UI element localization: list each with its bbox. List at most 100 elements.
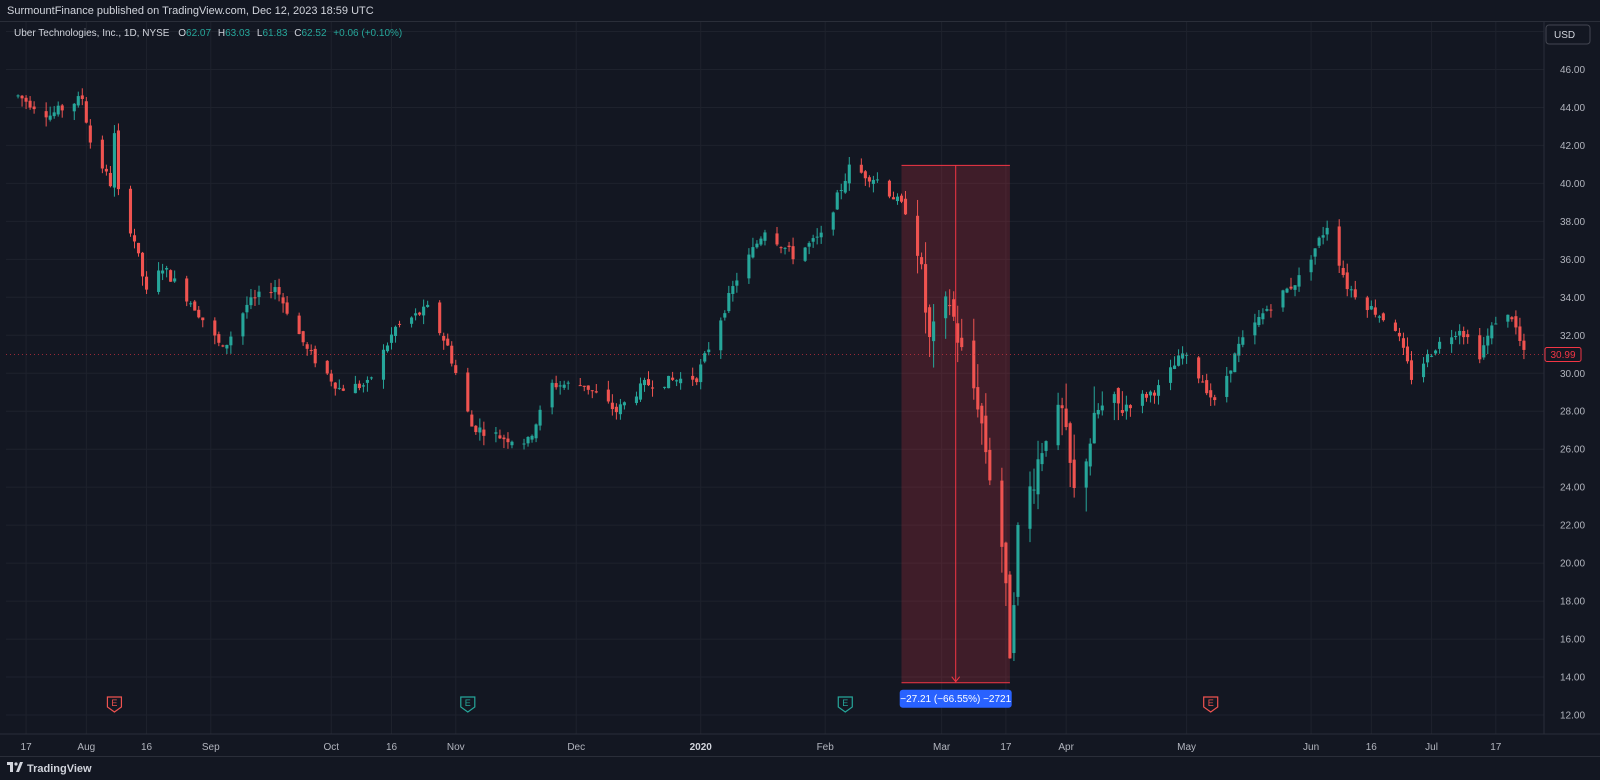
candle — [1120, 391, 1124, 417]
candle — [1173, 356, 1177, 370]
legend-open: 62.07 — [186, 28, 211, 39]
candle — [707, 342, 711, 356]
candle — [859, 158, 863, 174]
candle — [1237, 336, 1241, 363]
candle — [273, 279, 277, 300]
candle — [1225, 366, 1229, 403]
svg-text:E: E — [111, 698, 117, 708]
candle — [1285, 287, 1289, 294]
candle — [699, 359, 703, 390]
candle — [679, 372, 683, 390]
candle — [478, 418, 482, 441]
last-price-badge: 30.99 — [6, 346, 1582, 362]
candle — [1289, 277, 1293, 291]
candle — [763, 229, 767, 246]
earnings-icon[interactable]: E — [837, 696, 853, 713]
x-tick-label: Apr — [1058, 742, 1074, 753]
candle — [1213, 394, 1217, 406]
candle — [1337, 219, 1341, 274]
candle — [1084, 458, 1088, 512]
candle — [80, 88, 84, 106]
candle — [1201, 374, 1205, 383]
candle — [928, 304, 932, 358]
candle — [727, 285, 731, 314]
x-tick-label: 16 — [386, 742, 398, 753]
candle — [916, 199, 920, 274]
candle — [522, 438, 526, 450]
earnings-icon[interactable]: E — [460, 696, 476, 713]
candle — [980, 403, 984, 445]
candle — [634, 391, 639, 406]
candle — [1140, 390, 1144, 414]
candle — [1181, 346, 1185, 365]
candle — [1116, 387, 1120, 421]
candle — [1012, 592, 1016, 662]
candle — [201, 317, 205, 328]
candle — [1269, 304, 1273, 318]
measure-overlay[interactable]: −27.21 (−66.55%) −2721 — [899, 164, 1012, 708]
candle — [988, 437, 992, 486]
candle — [1064, 383, 1068, 431]
candle — [1514, 310, 1518, 335]
footer-brand[interactable]: TradingView — [27, 762, 92, 775]
candle — [301, 330, 305, 346]
candle — [791, 237, 795, 265]
candle — [1450, 329, 1454, 353]
candlestick-chart[interactable]: E E E E −27.21 (−66.55%) −2721 12.00 14.00 16… — [0, 22, 1600, 756]
candle — [1257, 310, 1261, 328]
candle — [438, 300, 442, 336]
candle — [807, 241, 811, 255]
candle — [1522, 333, 1526, 360]
candle — [1425, 349, 1430, 368]
candle — [1265, 305, 1269, 312]
legend-close: 62.52 — [301, 28, 326, 39]
candle — [554, 375, 558, 390]
earnings-icon[interactable]: E — [1203, 696, 1219, 713]
y-tick-label: 32.00 — [1560, 331, 1585, 342]
candle — [357, 380, 361, 391]
candle — [1377, 314, 1381, 323]
candle — [538, 405, 542, 431]
candle — [924, 242, 928, 334]
candle — [775, 226, 779, 247]
candle — [353, 375, 357, 394]
candle — [667, 375, 671, 389]
candle — [20, 95, 24, 107]
candle — [1373, 299, 1377, 318]
tradingview-logo-icon[interactable] — [7, 762, 23, 775]
candle — [56, 101, 60, 117]
candle — [1040, 442, 1044, 472]
candle — [1032, 468, 1036, 504]
candle — [839, 183, 843, 200]
candle — [952, 291, 956, 321]
candle — [128, 185, 133, 237]
earnings-icon[interactable]: E — [106, 696, 123, 713]
published-header: SurmountFinance published on TradingView… — [0, 0, 1600, 22]
candle — [1036, 440, 1040, 510]
candle — [723, 310, 727, 321]
candle — [847, 156, 851, 191]
arrow-down-icon — [951, 676, 961, 683]
candle — [526, 436, 530, 447]
candle — [108, 165, 112, 188]
candle — [60, 103, 64, 118]
currency-button[interactable]: USD — [1545, 24, 1591, 45]
candle — [325, 360, 329, 376]
y-tick-label: 40.00 — [1560, 179, 1585, 190]
candle — [1241, 330, 1245, 348]
candle — [614, 403, 618, 420]
y-tick-label: 38.00 — [1560, 217, 1585, 228]
time-axis[interactable]: 17 Aug 16 Sep Oct 16 Nov Dec 2020 Feb Mar 17 Apr May J… — [21, 742, 1502, 753]
candle — [1518, 317, 1522, 347]
price-axis[interactable]: 12.00 14.00 16.00 18.00 20.00 22.00 24.00 26.00… — [6, 27, 1585, 722]
candle — [1044, 440, 1048, 457]
candle — [1008, 571, 1012, 659]
x-tick-label: 16 — [141, 742, 153, 753]
candle — [944, 291, 948, 339]
candle — [1381, 312, 1385, 322]
candle — [811, 234, 815, 248]
measure-label[interactable]: −27.21 (−66.55%) −2721 — [899, 689, 1012, 708]
candle — [887, 179, 891, 199]
candle — [550, 379, 554, 415]
